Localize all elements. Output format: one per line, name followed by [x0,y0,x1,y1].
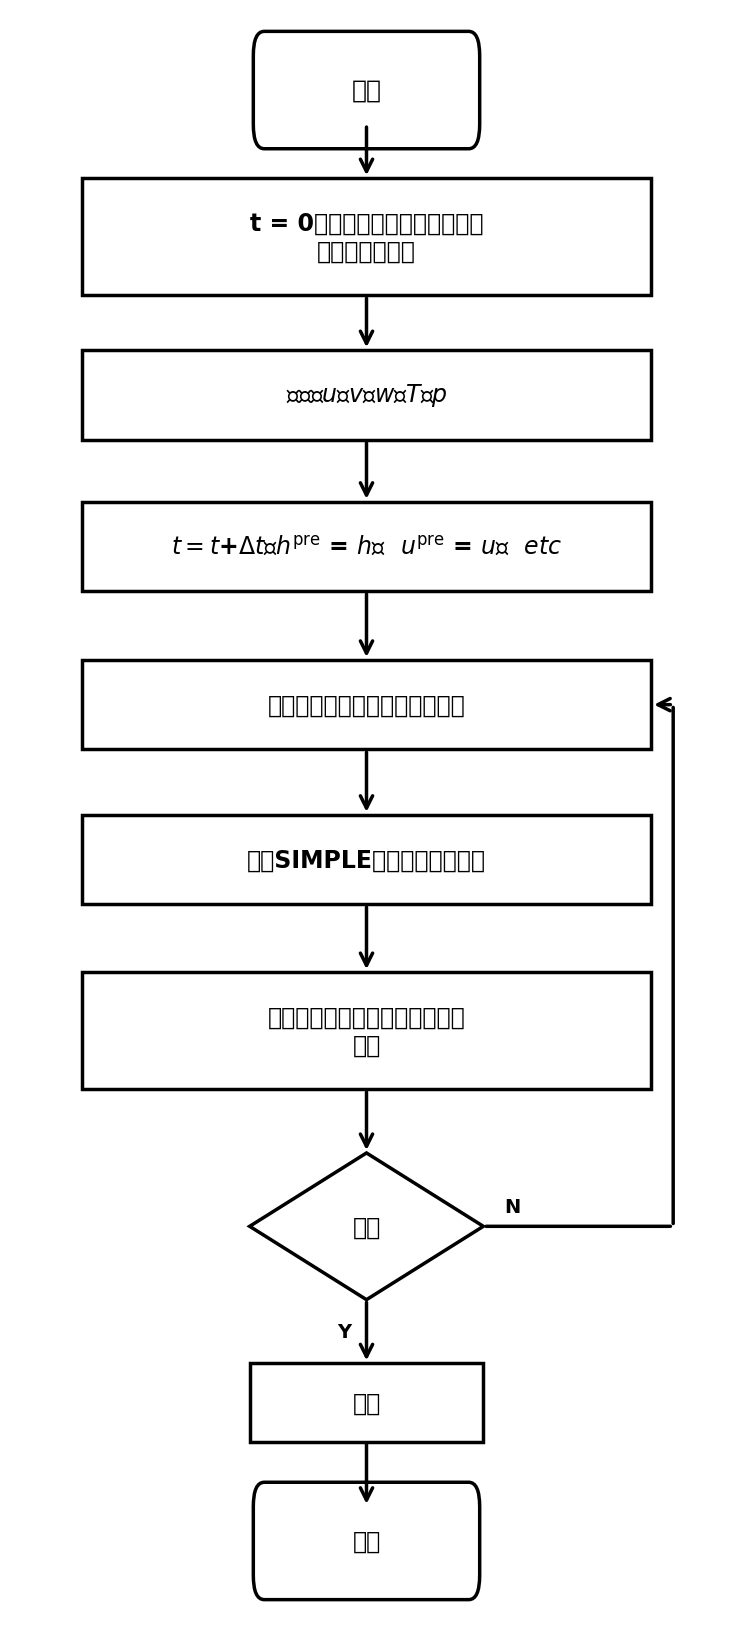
Text: Y: Y [337,1322,352,1342]
Bar [81,816,652,904]
Text: 收敛: 收敛 [353,1214,380,1239]
Text: 结果: 结果 [353,1390,380,1415]
Text: 更新体积分数，源项，主控方程: 更新体积分数，源项，主控方程 [268,694,465,716]
FancyBboxPatch shape [254,1482,479,1599]
Bar [81,503,652,592]
FancyBboxPatch shape [254,33,479,150]
Text: t = 0，初始化网格，读入工艺参
数和热物性参数: t = 0，初始化网格，读入工艺参 数和热物性参数 [250,212,483,263]
Text: N: N [504,1198,520,1216]
Text: 利用SIMPLE迭代计算控制方程: 利用SIMPLE迭代计算控制方程 [247,849,486,871]
Text: $t = t$+$\Delta t$，$h^{\mathrm{pre}}$ = $h$，  $u^{\mathrm{pre}}$ = $u$，  $etc$: $t = t$+$\Delta t$，$h^{\mathrm{pre}}$ = … [171,535,562,560]
Bar [81,973,652,1090]
Bar [250,1363,483,1441]
Text: 计算温度场，速度场，界面传热
传质: 计算温度场，速度场，界面传热 传质 [268,1005,465,1058]
Text: 开始: 开始 [352,78,381,103]
Polygon shape [250,1154,483,1299]
Bar [81,351,652,441]
Text: 初始化$u$，$v$，$w$，$T$和$p$: 初始化$u$，$v$，$w$，$T$和$p$ [286,382,447,410]
Bar [81,180,652,297]
Text: 结束: 结束 [353,1529,380,1554]
Bar [81,661,652,751]
